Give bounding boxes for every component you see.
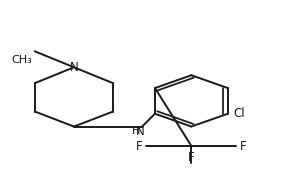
Text: F: F	[136, 139, 143, 153]
Text: N: N	[70, 61, 78, 74]
Text: N: N	[136, 125, 145, 138]
Text: H: H	[132, 126, 141, 136]
Text: Cl: Cl	[233, 107, 245, 120]
Text: F: F	[240, 139, 246, 153]
Text: CH₃: CH₃	[11, 55, 32, 65]
Text: F: F	[188, 151, 195, 164]
